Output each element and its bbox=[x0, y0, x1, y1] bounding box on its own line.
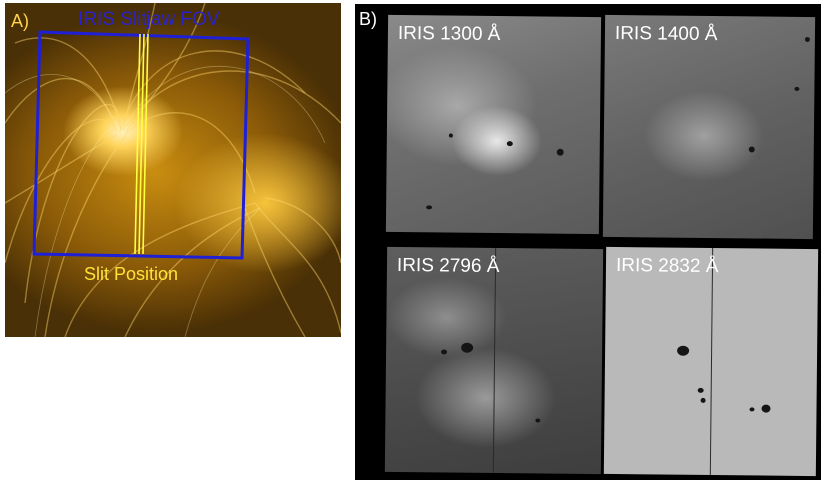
tile-label-1300: IRIS 1300 Å bbox=[397, 22, 501, 46]
tile-label-2832: IRIS 2832 Å bbox=[615, 255, 719, 278]
tile-iris-2796: IRIS 2796 Å bbox=[384, 246, 604, 475]
fov-label: IRIS Slitjaw FOV bbox=[78, 9, 220, 30]
tile-label-1400: IRIS 1400 Å bbox=[614, 23, 718, 46]
fov-box bbox=[32, 30, 250, 260]
tile-iris-2832: IRIS 2832 Å bbox=[603, 246, 819, 477]
tile-label-2796: IRIS 2796 Å bbox=[396, 254, 500, 278]
slit-lines bbox=[134, 33, 149, 255]
coronal-loops-graphic bbox=[5, 3, 341, 337]
panel-a-label: A) bbox=[11, 11, 29, 31]
panel-b-label: B) bbox=[359, 9, 377, 29]
tile-iris-1400: IRIS 1400 Å bbox=[602, 14, 816, 240]
panel-a-coronal-image: A) IRIS Slitjaw FOV Slit Position bbox=[5, 3, 341, 337]
panel-b-slitjaw-images: B) IRIS 1300 Å IRIS 1400 Å IRIS 2796 Å I… bbox=[355, 4, 821, 480]
tile-iris-1300: IRIS 1300 Å bbox=[385, 14, 602, 235]
slit-position-label: Slit Position bbox=[84, 264, 179, 284]
